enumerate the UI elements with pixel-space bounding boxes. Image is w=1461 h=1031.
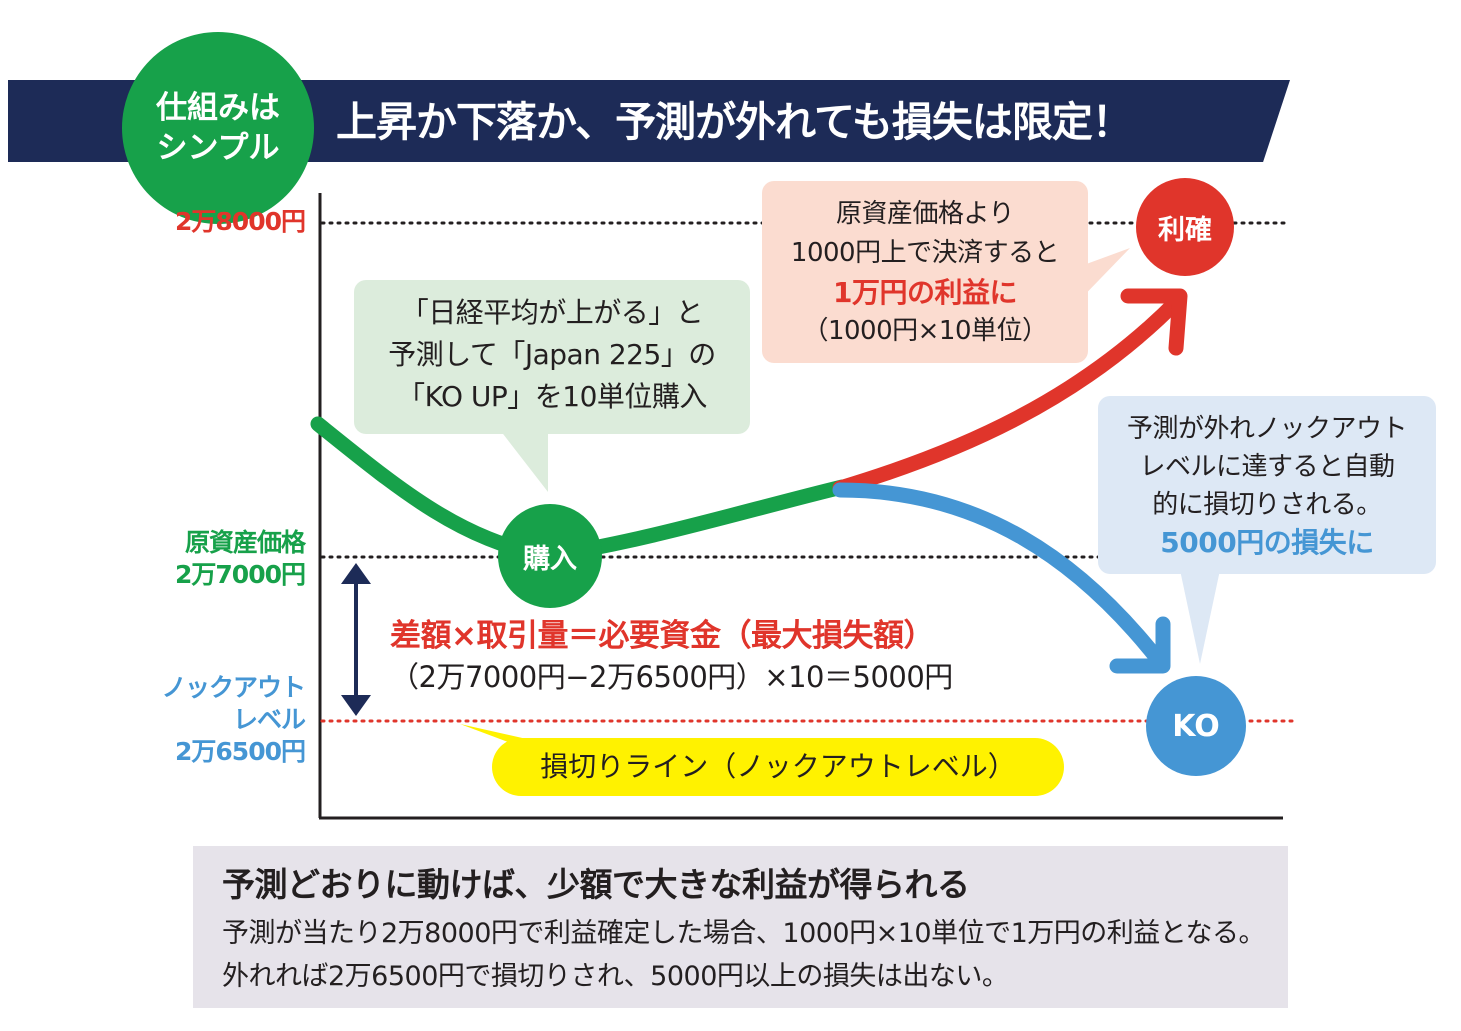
loss-callout-line1: 予測が外れノックアウト — [1127, 414, 1407, 444]
profit-callout-highlight: 1万円の利益に — [833, 276, 1017, 309]
y-label-ko-line2: レベル — [232, 705, 306, 734]
buy-callout-line2: 予測して「Japan 225」の — [388, 338, 716, 371]
ko-arrow-head — [1109, 616, 1171, 674]
stop-line-label: 損切りライン（ノックアウトレベル） — [492, 738, 1064, 796]
loss-callout-line3: 的に損切りされる。 — [1152, 490, 1382, 520]
profit-callout-line2: 1000円上で決済すると — [790, 238, 1060, 268]
stop-line-tail — [460, 724, 540, 742]
price-curve-red — [832, 292, 1186, 496]
formula-sub: （2万7000円−2万6500円）×10＝5000円 — [390, 660, 953, 694]
y-label-ko-line1: ノックアウト — [161, 673, 306, 702]
y-label-ko-line3: 2万6500円 — [175, 737, 306, 766]
loss-callout-highlight: 5000円の損失に — [1160, 526, 1374, 559]
loss-callout-line2: レベルに達すると自動 — [1139, 452, 1395, 482]
buy-callout-line3: 「KO UP」を10単位購入 — [397, 380, 707, 413]
loss-callout-tail — [1180, 570, 1220, 664]
formula-main: 差額×取引量＝必要資金（最大損失額） — [390, 618, 934, 654]
buy-marker: 購入 — [498, 504, 602, 608]
range-double-arrow — [341, 563, 371, 716]
loss-callout: 予測が外れノックアウト レベルに達すると自動 的に損切りされる。 5000円の損… — [1098, 396, 1436, 574]
footer-title: 予測どおりに動けば、少額で大きな利益が得られる — [222, 865, 970, 904]
badge-line-1: 仕組みは — [156, 90, 280, 126]
y-label-base-line2: 2万7000円 — [175, 560, 306, 589]
buy-callout: 「日経平均が上がる」と 予測して「Japan 225」の 「KO UP」を10単… — [354, 280, 750, 434]
profit-callout-line4: （1000円×10単位） — [802, 316, 1048, 346]
badge-line-2: シンプル — [156, 130, 280, 166]
y-label-ko: ノックアウト レベル 2万6500円 — [161, 672, 306, 768]
buy-callout-tail — [500, 430, 548, 492]
profit-callout-line1: 原資産価格より — [836, 199, 1014, 229]
profit-callout: 原資産価格より 1000円上で決済すると 1万円の利益に （1000円×10単位… — [762, 181, 1088, 363]
y-label-28000: 2万8000円 — [175, 207, 306, 236]
footer-body: 予測が当たり2万8000円で利益確定した場合、1000円×10単位で1万円の利益… — [222, 918, 1265, 992]
profit-marker: 利確 — [1136, 178, 1234, 276]
ko-marker: KO — [1146, 676, 1246, 776]
price-curve-blue — [832, 482, 1168, 670]
buy-callout-line1: 「日経平均が上がる」と — [400, 296, 704, 329]
page-title: 上昇か下落か、予測が外れても損失は限定！ — [336, 98, 1133, 146]
profit-arrow-head — [1120, 288, 1188, 356]
y-label-base-line1: 原資産価格 — [184, 528, 306, 557]
footer-box — [193, 846, 1288, 1008]
simple-badge: 仕組みは シンプル — [122, 32, 314, 224]
y-label-base: 原資産価格 2万7000円 — [175, 527, 306, 591]
